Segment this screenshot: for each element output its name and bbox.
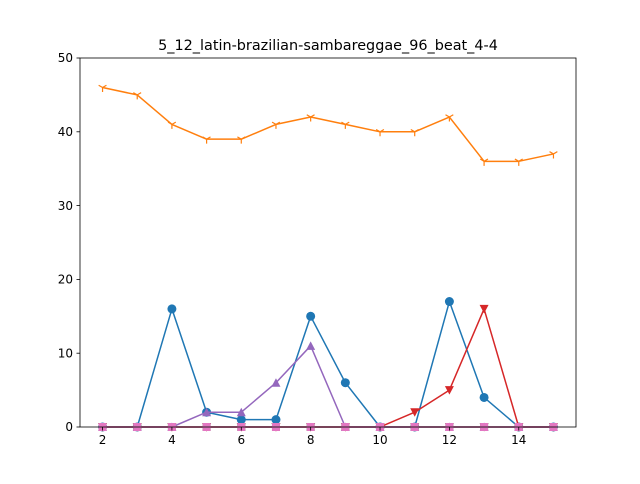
data-point-s1-6	[306, 114, 315, 122]
y-tick-label-20: 20	[58, 273, 73, 287]
x-tick-label-10: 10	[372, 433, 387, 447]
y-tick-label-50: 50	[58, 51, 73, 65]
data-point-s1-10	[445, 114, 454, 122]
data-point-s1-13	[549, 151, 558, 159]
data-point-s0-7	[340, 378, 350, 388]
data-point-s3-11	[479, 304, 489, 314]
data-point-s1-9	[410, 128, 419, 137]
y-tick-label-30: 30	[58, 199, 73, 213]
y-tick-label-10: 10	[58, 346, 73, 360]
y-tick-label-40: 40	[58, 125, 73, 139]
data-point-s4-5	[271, 378, 281, 387]
data-point-s3-10	[444, 386, 454, 395]
axes-frame	[79, 57, 577, 428]
data-point-s1-2	[167, 121, 177, 129]
x-tick-label-4: 4	[168, 433, 176, 447]
x-tick-label-2: 2	[99, 433, 107, 447]
data-point-s1-12	[514, 158, 523, 166]
x-tick-label-8: 8	[307, 433, 315, 447]
data-point-s1-3	[202, 136, 211, 144]
data-point-s4-6	[306, 341, 316, 350]
data-point-s4-4	[236, 407, 246, 417]
data-point-s1-0	[98, 84, 107, 93]
data-point-s4-3	[202, 407, 212, 417]
data-point-s3-9	[410, 408, 420, 417]
x-tick-label-6: 6	[237, 433, 245, 447]
data-point-s0-5	[271, 415, 281, 425]
data-point-s0-6	[306, 311, 316, 321]
data-point-s1-8	[375, 128, 385, 137]
plot-area: 2 4 6 8 10 12 14 0 10 20 30 40 50	[58, 51, 577, 447]
data-point-s1-5	[271, 121, 281, 129]
x-tick-label-14: 14	[511, 433, 526, 447]
data-point-s1-1	[133, 92, 142, 100]
data-point-s1-4	[237, 136, 246, 144]
data-point-s0-10	[444, 297, 454, 307]
data-point-s1-7	[341, 121, 350, 129]
series-line-0	[102, 300, 554, 428]
data-point-s0-4	[236, 415, 246, 425]
x-tick-label-12: 12	[442, 433, 457, 447]
series-line-1	[102, 86, 554, 163]
data-point-s1-11	[479, 158, 489, 166]
data-point-s0-11	[479, 392, 489, 402]
y-tick-label-0: 0	[65, 420, 73, 434]
data-point-s0-2	[167, 304, 177, 314]
axes-background	[80, 58, 576, 427]
chart-title: 5_12_latin-brazilian-sambareggae_96_beat…	[158, 38, 498, 54]
